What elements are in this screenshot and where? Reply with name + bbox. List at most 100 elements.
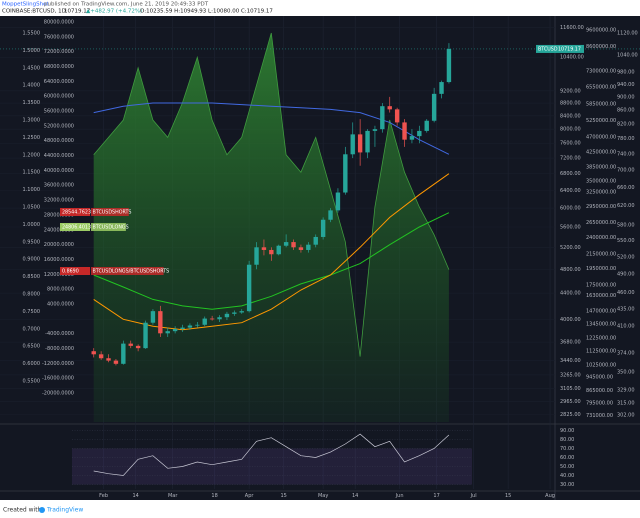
axis-label: 2650000.00: [586, 220, 616, 226]
x-tick-label: May: [318, 493, 328, 499]
axis-label: 20000.0000: [44, 242, 74, 248]
axis-label: 0.7500: [23, 309, 41, 315]
candle-body: [431, 93, 437, 121]
x-tick-label: 15: [505, 493, 511, 499]
candle-body: [276, 245, 281, 255]
ohlc: O:10235.59 H:10949.93 L:10080.00 C:10719…: [140, 9, 273, 15]
axis-label: 4700000.00: [586, 134, 616, 140]
axis-label: 16000.0000: [44, 257, 74, 263]
rsi-tick-label: 30.00: [560, 482, 574, 488]
candle-body: [172, 329, 178, 332]
x-tick-label: Feb: [99, 493, 108, 499]
axis-label: 4400.00: [560, 291, 581, 297]
axis-label: 5600.00: [560, 224, 581, 230]
axis-label: 1.3000: [23, 118, 41, 124]
candle-body: [298, 247, 304, 250]
axis-label: 1950000.00: [586, 266, 616, 272]
axis-label: 7600.00: [560, 141, 581, 147]
candle-body: [394, 109, 400, 123]
publisher[interactable]: MoppetSlingShot: [2, 2, 49, 8]
axis-label: 0.8500: [23, 274, 41, 280]
candle-body: [328, 210, 333, 220]
axis-label: -8000.0000: [45, 346, 74, 352]
rsi-tick-label: 70.00: [560, 446, 574, 452]
axis-label: 5250000.00: [586, 118, 616, 124]
axis-label: 350.00: [617, 370, 635, 376]
axis-label: 980.00: [617, 70, 635, 76]
candle-body: [402, 122, 407, 140]
axis-label: 1.5000: [23, 48, 41, 54]
candle-body: [106, 358, 111, 361]
axis-label: 28000.0000: [44, 212, 74, 218]
axis-label: 60000.0000: [44, 94, 74, 100]
axis-label: 64000.0000: [44, 79, 74, 85]
candle-body: [150, 311, 156, 323]
axis-label: 1.2500: [23, 135, 41, 141]
candle-body: [387, 106, 392, 110]
axis-label: 865000.00: [586, 388, 613, 394]
axis-label: 1345000.00: [586, 322, 616, 328]
axis-label: 9200.00: [560, 88, 581, 94]
legend-value-bg: [60, 267, 90, 275]
rsi-tick-label: 60.00: [560, 455, 574, 461]
footer-bg: [0, 500, 640, 518]
axis-label: 1.4500: [23, 65, 41, 71]
axis-label: 2950000.00: [586, 204, 616, 210]
axis-label: 0.8000: [23, 292, 41, 298]
axis-label: 900.00: [617, 94, 635, 100]
axis-label: 0.7000: [23, 326, 41, 332]
axis-label: 8800.00: [560, 101, 581, 107]
axis-label: 1.4000: [23, 83, 41, 89]
axis-label: 3265.00: [560, 372, 581, 378]
axis-label: 700.00: [617, 168, 635, 174]
axis-label: 24000.0000: [44, 227, 74, 233]
candle-body: [424, 120, 429, 131]
x-tick-label: Jun: [395, 493, 404, 499]
axis-label: 731000.00: [586, 413, 613, 419]
axis-label: 3440.00: [560, 358, 581, 364]
price-label-bg: [536, 44, 584, 53]
axis-label: 860.00: [617, 108, 635, 114]
axis-label: 374.00: [617, 350, 635, 356]
x-tick-label: 15: [280, 493, 286, 499]
axis-label: 940.00: [617, 82, 635, 88]
axis-label: 0.5500: [23, 379, 41, 385]
candle-body: [409, 136, 415, 140]
candle-body: [269, 249, 274, 255]
candle-body: [380, 106, 385, 130]
axis-label: 820.00: [617, 122, 635, 128]
x-tick-label: Jul: [470, 493, 477, 499]
ma-line: [93, 212, 450, 310]
axis-label: 1.0000: [23, 222, 41, 228]
candle-body: [195, 324, 200, 326]
candle-body: [217, 317, 222, 320]
change: ▲+482.97 (+4.72%): [86, 9, 142, 15]
axis-label: 4800.00: [560, 267, 581, 273]
axis-label: 1.3500: [23, 100, 41, 106]
logo-icon: [39, 507, 45, 513]
candle-body: [372, 129, 378, 131]
axis-label: 435.00: [617, 306, 635, 312]
candle-body: [343, 154, 348, 193]
legend-value-bg: [60, 223, 90, 231]
published: published on TradingView.com, June 21, 2…: [44, 2, 209, 8]
candle-body: [98, 354, 104, 359]
axis-label: 1125000.00: [586, 348, 616, 354]
footer-brand[interactable]: TradingView: [46, 507, 83, 514]
axis-label: 2150000.00: [586, 251, 616, 257]
axis-label: 48000.0000: [44, 138, 74, 144]
axis-label: 1470000.00: [586, 308, 616, 314]
axis-label: 5200.00: [560, 245, 581, 251]
candle-body: [313, 236, 318, 245]
axis-label: 44000.0000: [44, 153, 74, 159]
candle-body: [239, 311, 244, 313]
axis-label: 329.00: [617, 388, 635, 394]
x-tick-label: 14: [132, 493, 138, 499]
axis-label: 2965.00: [560, 399, 581, 405]
axis-label: 11600.00: [560, 25, 584, 31]
axis-label: 460.00: [617, 290, 635, 296]
axis-label: 80000.0000: [44, 20, 74, 26]
axis-label: 2825.00: [560, 412, 581, 418]
axis-label: 5850000.00: [586, 102, 616, 108]
axis-label: 52000.0000: [44, 123, 74, 129]
